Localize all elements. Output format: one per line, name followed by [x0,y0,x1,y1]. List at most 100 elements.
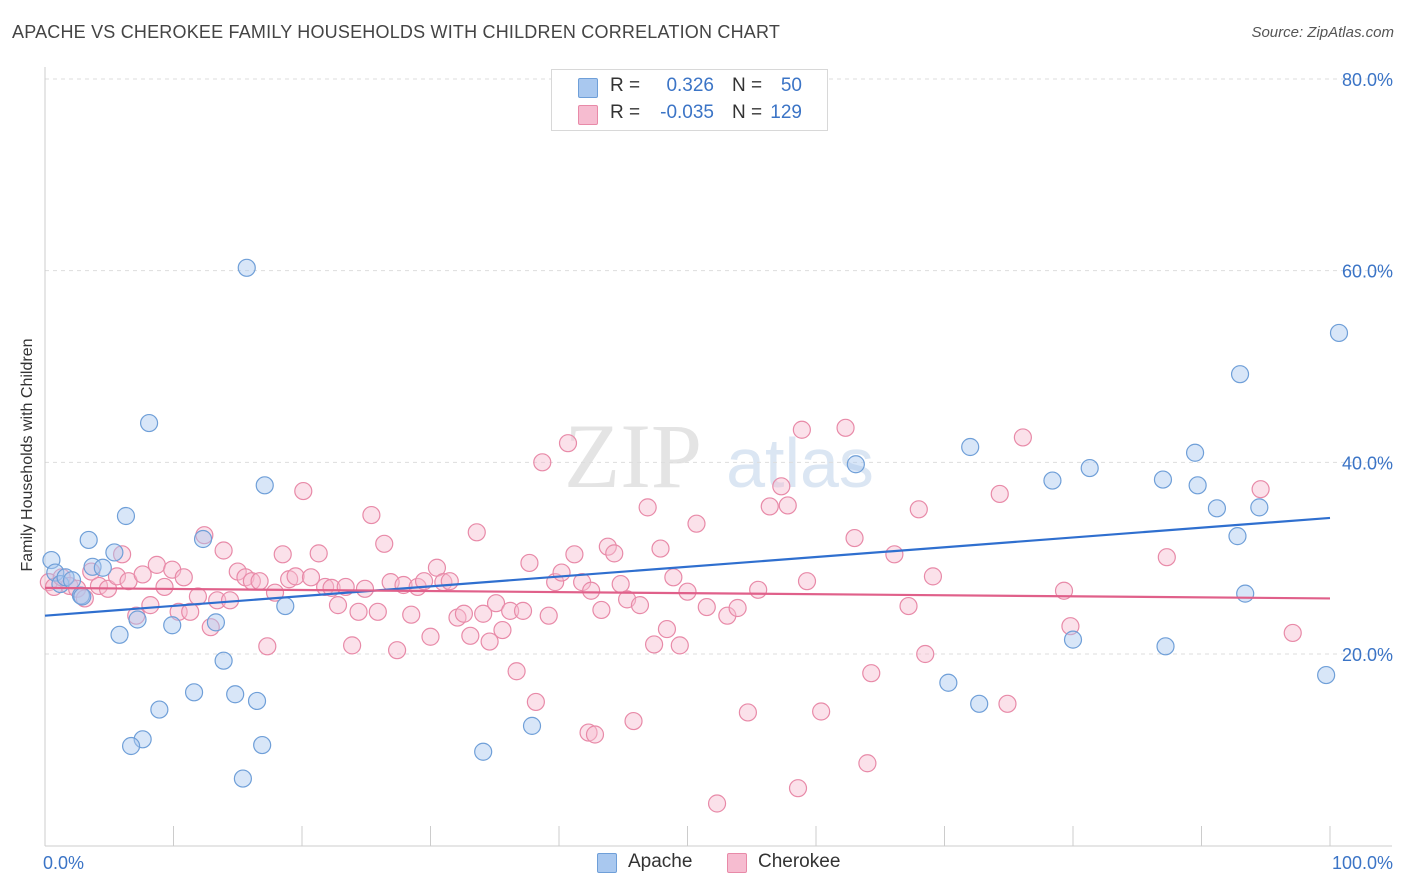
apache-point [79,530,98,550]
apache-point [128,610,147,629]
cherokee-point [565,545,584,564]
legend-row-cherokee: R = -0.035 N = 129 [552,102,827,126]
apache-swatch [578,78,598,98]
apache-points [42,258,1349,788]
cherokee-point [858,754,877,773]
cherokee-point [322,578,341,597]
watermark: ZIP atlas [564,405,874,507]
cherokee-point [707,794,727,813]
apache-point [105,543,124,562]
cherokee-point [486,594,506,613]
cherokee-point [107,567,127,586]
apache-point [237,258,256,277]
cherokee-point [697,597,716,617]
cherokee-point [533,453,552,472]
cherokee-point [362,505,381,525]
cherokee-point [909,500,928,519]
axes [44,67,1392,847]
cherokee-point [728,598,747,618]
apache-point [193,529,213,549]
x-tick-label: 100.0% [1332,853,1393,873]
cherokee-point [513,601,533,620]
apache-point [93,558,112,577]
cherokee-point [1013,428,1032,447]
apache-point [1228,527,1247,546]
cherokee-point [328,596,348,615]
cherokee-point [899,596,918,616]
apache-n-value: 50 [780,75,802,96]
apache-point [71,586,91,605]
apache-point [247,691,267,711]
cherokee-point [718,606,737,625]
cherokee-point [862,664,881,683]
cherokee-point [208,591,227,610]
cherokee-n-value: 129 [770,102,802,123]
apache-point [206,613,226,632]
apache-point [1188,476,1207,495]
cherokee-point [368,602,387,621]
cherokee-point [605,544,624,563]
apache-point [253,735,272,755]
y-tick-label: 80.0% [1342,70,1393,90]
cherokee-point [309,544,328,563]
apache-point [233,769,252,788]
apache-point [1153,470,1173,489]
cherokee-point [990,484,1009,504]
legend-row-apache: R = 0.326 N = 50 [552,75,827,99]
cherokee-point [258,637,277,656]
cherokee-point [294,481,313,501]
x-tick-label: 0.0% [43,853,84,873]
cherokee-point [1061,617,1080,636]
cherokee-point [812,702,831,721]
cherokee-point [1157,548,1176,567]
cherokee-point [174,568,193,587]
apache-trend-line [44,516,1331,617]
cherokee-point [539,606,558,625]
apache-point [961,437,980,457]
apache-point [474,742,493,761]
cherokee-point [480,632,499,651]
cherokee-point [355,579,375,598]
cherokee-point [592,600,611,620]
apache-r-value: 0.326 [666,75,714,96]
apache-point [110,625,129,644]
cherokee-point [836,418,855,437]
cherokee-point [273,545,292,564]
apache-point [255,476,274,495]
cherokee-point [141,596,160,615]
cherokee-point [507,662,526,681]
cherokee-point [214,541,233,560]
y-tick-label: 40.0% [1342,453,1393,473]
cherokee-point [738,703,757,722]
apache-point [522,716,542,735]
apache-point [163,616,182,635]
apache-point [133,730,152,749]
cherokee-point [1283,623,1302,643]
cherokee-point [454,604,474,623]
cherokee-point [687,514,706,533]
cherokee-trend-line [44,586,1331,600]
apache-legend-label: Apache [628,851,693,872]
apache-point [62,571,82,590]
cherokee-point [760,497,779,516]
cherokee-point [582,581,601,600]
cherokee-point [375,534,394,553]
stats-legend: R = 0.326 N = 50 R = -0.035 N = 129 [551,69,828,131]
cherokee-point [474,604,493,623]
source-label: Source: ZipAtlas.com [1251,24,1394,41]
apache-point [1063,630,1083,649]
apache-point [846,455,865,474]
cherokee-point [520,553,539,573]
apache-point [226,685,245,704]
cherokee-point [598,537,617,556]
cherokee-point [558,434,578,453]
cherokee-points [39,418,1302,813]
cherokee-point [998,694,1017,713]
cherokee-point [579,723,598,742]
cherokee-n-label: N = [732,102,763,123]
cherokee-point [155,577,174,597]
apache-point [1236,584,1255,603]
cherokee-point [670,636,689,655]
apache-point [1230,365,1250,384]
